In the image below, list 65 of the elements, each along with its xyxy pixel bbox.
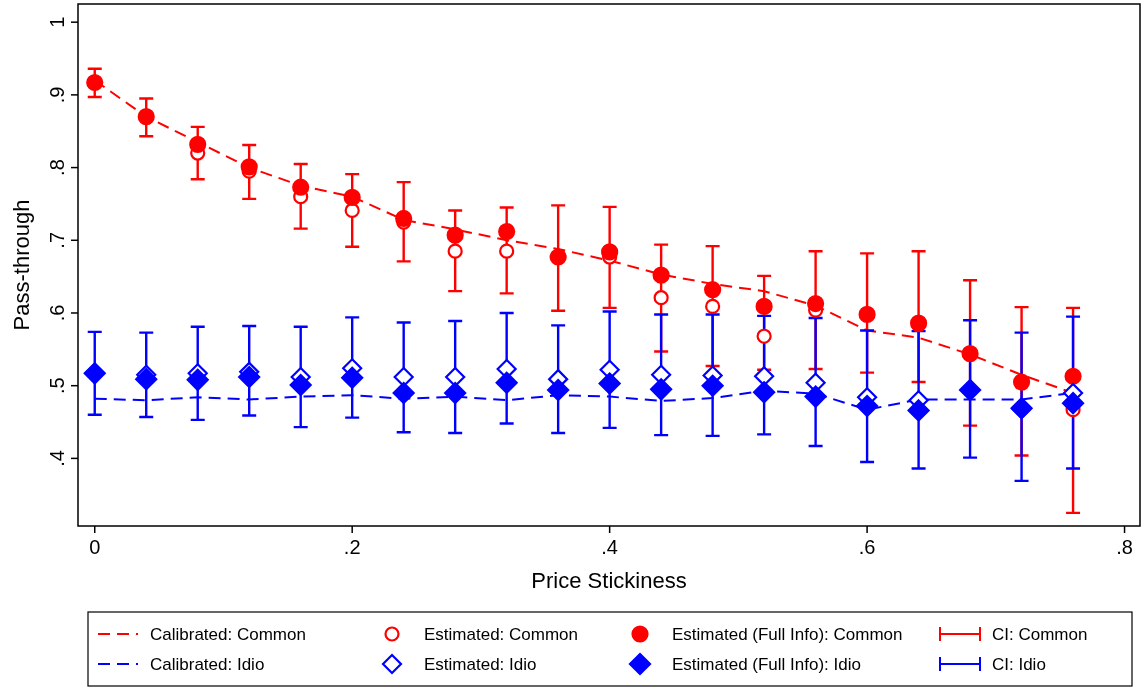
point — [292, 178, 310, 196]
point — [547, 378, 570, 402]
legend-label: Calibrated: Idio — [150, 654, 265, 674]
point — [495, 371, 518, 394]
x-tick-label: .2 — [343, 536, 361, 558]
legend-label: Estimated (Full Info): Idio — [672, 654, 861, 674]
point — [753, 381, 776, 404]
point — [83, 362, 106, 385]
point — [498, 222, 516, 241]
legend-label: Estimated: Common — [424, 624, 578, 644]
y-tick-label: .5 — [46, 377, 68, 395]
point — [446, 226, 464, 244]
point — [701, 374, 724, 397]
legend-label: Estimated: Idio — [424, 654, 537, 674]
point — [1061, 392, 1085, 415]
legend-label: CI: Common — [992, 624, 1088, 644]
x-tick-label: .4 — [601, 536, 618, 558]
x-tick-label: .6 — [858, 536, 876, 558]
legend-label: Estimated (Full Info): Common — [672, 624, 903, 644]
point — [1064, 367, 1082, 385]
point — [858, 305, 876, 324]
point — [240, 158, 258, 176]
x-tick-label: .8 — [1116, 536, 1133, 558]
point — [444, 381, 467, 405]
point — [598, 372, 621, 395]
point — [86, 73, 104, 92]
point — [289, 373, 312, 397]
point — [343, 188, 361, 206]
point — [652, 266, 670, 284]
y-tick-label: .7 — [46, 231, 68, 249]
point — [1012, 373, 1031, 391]
point — [704, 281, 722, 299]
y-axis-title: Pass-through — [9, 199, 34, 331]
point — [392, 381, 415, 405]
point — [499, 243, 515, 259]
point — [137, 108, 155, 126]
point — [856, 394, 879, 418]
point — [756, 328, 772, 344]
point — [958, 378, 982, 402]
point — [395, 209, 413, 228]
point — [755, 297, 773, 316]
x-tick-label: 0 — [89, 536, 101, 558]
x-axis-title: Price Stickiness — [531, 568, 687, 593]
point — [907, 399, 930, 422]
legend-label: CI: Idio — [992, 654, 1046, 674]
y-tick-label: .9 — [46, 86, 68, 104]
y-tick-label: .4 — [46, 450, 68, 467]
point — [653, 290, 669, 306]
point — [447, 243, 463, 259]
point — [601, 243, 619, 261]
y-tick-label: 1 — [46, 16, 68, 28]
point — [238, 365, 261, 389]
y-tick-label: .8 — [46, 159, 68, 176]
y-tick-label: .6 — [46, 304, 68, 322]
point — [135, 368, 158, 391]
point — [650, 378, 673, 401]
point — [804, 385, 827, 408]
point — [186, 368, 209, 391]
point — [341, 366, 364, 389]
legend-label: Calibrated: Common — [150, 624, 306, 644]
point — [549, 248, 567, 266]
point — [189, 135, 207, 153]
point — [961, 345, 979, 363]
point — [807, 294, 825, 313]
point — [705, 298, 721, 315]
